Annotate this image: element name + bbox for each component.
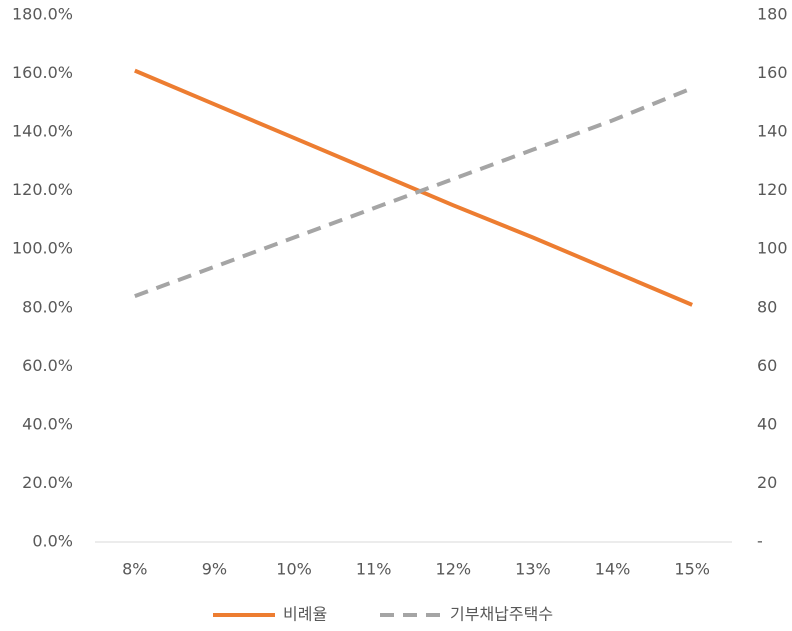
- y2-tick-label: 40: [757, 414, 777, 433]
- y2-tick-label: 120: [757, 180, 788, 199]
- y-tick-label: 60.0%: [22, 356, 73, 375]
- x-tick-label: 13%: [515, 560, 551, 579]
- x-tick-label: 10%: [276, 560, 312, 579]
- y-tick-label: 120.0%: [12, 180, 73, 199]
- y-tick-label: 100.0%: [12, 239, 73, 258]
- x-tick-label: 14%: [595, 560, 631, 579]
- y-tick-label: 40.0%: [22, 414, 73, 433]
- y-tick-label: 20.0%: [22, 473, 73, 492]
- line-series: [134, 86, 693, 298]
- y-tick-label: 180.0%: [12, 5, 73, 24]
- legend-label: 비례율: [283, 605, 327, 624]
- y2-tick-label: 100: [757, 239, 788, 258]
- y2-tick-label: 160: [757, 63, 788, 82]
- x-tick-label: 9%: [202, 560, 227, 579]
- y-tick-label: 160.0%: [12, 63, 73, 82]
- x-tick-label: 8%: [122, 560, 147, 579]
- x-tick-label: 12%: [436, 560, 472, 579]
- y-tick-label: 140.0%: [12, 122, 73, 141]
- x-tick-label: 11%: [356, 560, 392, 579]
- y2-tick-label: 180: [757, 5, 788, 24]
- y2-tick-label: 80: [757, 297, 777, 316]
- x-tick-label: 15%: [674, 560, 710, 579]
- y2-tick-label: 60: [757, 356, 777, 375]
- y2-tick-label: 140: [757, 122, 788, 141]
- y2-tick-label: -: [757, 532, 763, 551]
- y2-tick-label: 20: [757, 473, 777, 492]
- y-tick-label: 0.0%: [32, 532, 73, 551]
- y-tick-label: 80.0%: [22, 297, 73, 316]
- line-series: [134, 68, 693, 307]
- legend-label: 기부채납주택수: [450, 605, 553, 624]
